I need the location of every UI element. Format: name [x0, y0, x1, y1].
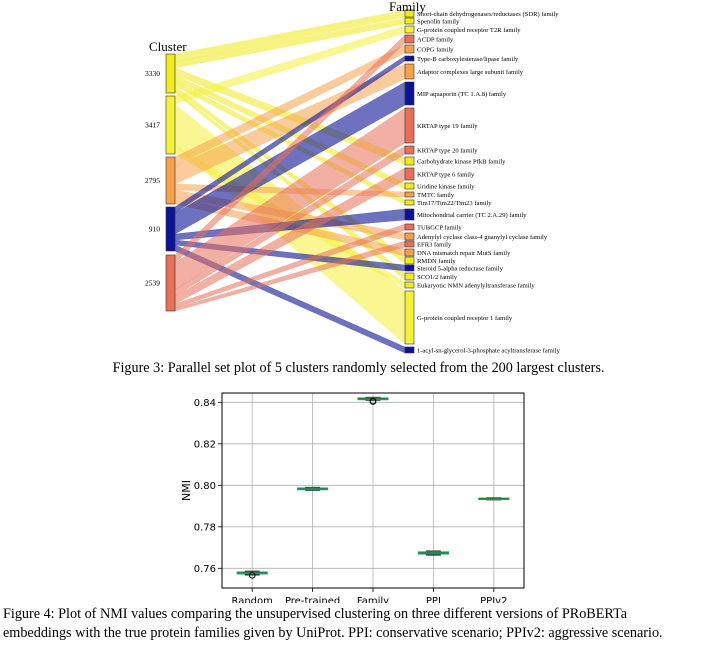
figure-4-caption-line-2: embeddings with the true protein familie… — [3, 625, 663, 641]
x-tick-label: Family — [357, 596, 389, 603]
cluster-label: 910 — [149, 225, 161, 234]
family-bar — [404, 264, 415, 272]
x-tick-labels: Random Pre-trained Family PPI PPIv2 — [231, 588, 507, 603]
family-label: Steroid 5-alpha reductase family — [417, 265, 504, 272]
family-bar — [404, 208, 415, 221]
family-bar — [404, 272, 415, 281]
family-label: KRTAP type 6 family — [417, 171, 475, 178]
y-tick-labels: 0.76 0.78 0.80 0.82 0.84 — [194, 398, 222, 575]
family-bar — [404, 182, 415, 190]
family-bar — [404, 167, 415, 181]
family-bar — [404, 240, 415, 248]
family-label: Mitochondrial carrier (TC 2.A.29) family — [417, 212, 527, 219]
family-bar — [404, 223, 415, 231]
ribbon-layer — [174, 9, 406, 354]
family-bar — [404, 9, 415, 18]
family-bar — [404, 63, 415, 80]
family-bar — [404, 145, 415, 155]
outlier-point — [369, 397, 377, 405]
y-tick-label: 0.82 — [194, 439, 216, 450]
cluster-label: 2539 — [145, 279, 160, 288]
family-label: DNA mismatch repair MutS family — [417, 250, 511, 257]
cluster-bar — [165, 95, 176, 155]
family-label: KRTAP type 19 family — [417, 123, 478, 130]
family-label: Tim17/Tim22/Tim23 family — [417, 200, 492, 207]
family-label: Adenylyl cyclase class-4 guanylyl cyclas… — [417, 234, 548, 241]
family-label: COPG family — [417, 46, 454, 53]
family-bar — [404, 17, 415, 25]
cluster-axis: 3330 3417 2795 910 2539 — [145, 53, 176, 312]
family-label: EFR3 family — [417, 241, 452, 248]
family-bar — [404, 81, 415, 106]
family-bar — [404, 55, 415, 62]
family-label: Short-chain dehydrogenases/reductases (S… — [417, 11, 559, 18]
x-tick-label: PPI — [426, 596, 441, 603]
cluster-bar — [165, 254, 176, 312]
cluster-bar — [165, 156, 176, 205]
family-label: Uridine kinase family — [417, 183, 475, 190]
family-bar — [404, 232, 415, 241]
family-bar — [404, 25, 415, 34]
family-label: KRTAP type 20 family — [417, 147, 478, 154]
y-tick-label: 0.84 — [194, 398, 216, 409]
box-series — [236, 396, 510, 579]
box-family — [357, 396, 389, 405]
family-bar — [404, 191, 415, 198]
figure-3-caption: Figure 3: Parallel set plot of 5 cluster… — [112, 360, 605, 376]
box-random — [236, 570, 268, 579]
family-bar — [404, 281, 415, 289]
family-bar — [404, 290, 415, 345]
family-label: ACDP family — [417, 36, 454, 43]
family-axis: Short-chain dehydrogenases/reductases (S… — [404, 9, 561, 354]
family-bar — [404, 156, 415, 166]
family-label: 1-acyl-sn-glycerol-3-phosphate acyltrans… — [417, 347, 561, 354]
family-bar — [404, 199, 415, 206]
y-tick-label: 0.76 — [194, 564, 216, 575]
family-bar — [404, 44, 415, 54]
family-label: Eukaryotic NMN adenylyltransferase famil… — [417, 282, 535, 289]
figure-4-caption-line-1: Figure 4: Plot of NMI values comparing t… — [3, 606, 627, 622]
cluster-label: 3417 — [145, 121, 160, 130]
nmi-box-plot: 0.76 0.78 0.80 0.82 0.84 Random Pre-trained Fa… — [180, 392, 525, 603]
family-label: MIP aquaporin (TC 1.A.8) family — [417, 91, 507, 98]
box-ppiv2 — [478, 497, 510, 501]
family-label: G-protein coupled receptor T2R family — [417, 27, 521, 34]
family-bar — [404, 34, 415, 44]
y-tick-label: 0.78 — [194, 522, 216, 533]
family-label: TUBGCP family — [417, 224, 462, 231]
family-bar — [404, 107, 415, 144]
cluster-bar — [165, 53, 176, 94]
family-bar — [404, 256, 415, 265]
family-label: SCO1/2 family — [417, 274, 458, 281]
family-label: G-protein coupled receptor 1 family — [417, 315, 513, 322]
cluster-label: 3330 — [145, 69, 160, 78]
x-tick-label: PPIv2 — [480, 596, 507, 603]
x-tick-label: Random — [231, 596, 272, 603]
y-axis-label: NMI — [180, 480, 193, 501]
parallel-set-plot: 3330 3417 2795 910 2539 Short-chain dehydrog… — [145, 0, 561, 354]
x-tick-label: Pre-trained — [285, 596, 340, 603]
y-tick-label: 0.80 — [194, 481, 216, 492]
family-label: RMDN family — [417, 258, 456, 265]
family-label: Adaptor complexes large subunit family — [417, 69, 524, 76]
family-bar — [404, 248, 415, 257]
family-label: Type-B carboxylesterase/lipase family — [417, 56, 519, 63]
family-bar — [404, 346, 415, 354]
cluster-bar — [165, 206, 176, 252]
flow-ribbon — [174, 9, 406, 63]
box-pre-trained — [297, 486, 329, 491]
family-label: Carbohydrate kinase PfkB family — [417, 158, 506, 165]
grid-lines — [222, 393, 524, 588]
family-axis-title: Family — [389, 0, 426, 14]
box-ppi — [417, 550, 449, 556]
family-label: Spenolin family — [417, 18, 460, 25]
cluster-label: 2795 — [145, 176, 160, 185]
outlier-point — [248, 572, 256, 579]
family-label: TMTC family — [417, 192, 455, 199]
cluster-axis-title: Cluster — [149, 39, 187, 54]
